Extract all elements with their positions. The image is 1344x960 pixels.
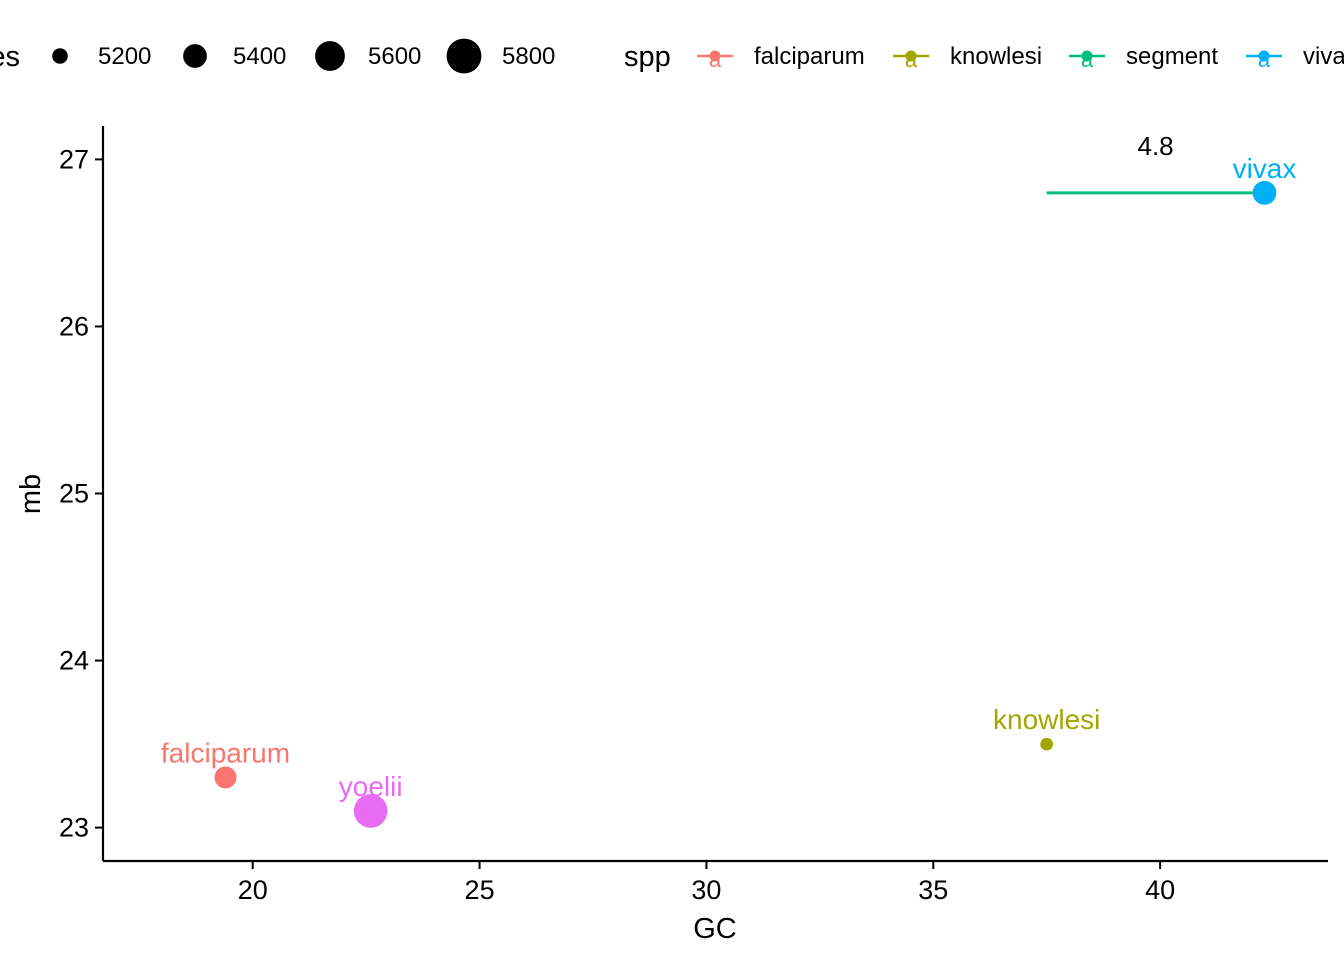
data-point [1252, 180, 1277, 205]
y-tick-label: 24 [59, 646, 89, 676]
color-legend-key-point [905, 50, 917, 62]
color-legend-label: falciparum [754, 43, 865, 70]
size-legend-title: es [0, 41, 20, 73]
color-legend-key-glyph: a [1081, 47, 1094, 72]
point-label: yoelii [339, 771, 403, 802]
point-label: knowlesi [993, 704, 1100, 735]
size-legend: es 5200 5400 5600 5800 [0, 38, 555, 74]
y-tick-label: 23 [59, 813, 89, 843]
axes: GC mb 20 25 30 35 40 23 24 25 26 27 [15, 126, 1328, 945]
data-point [214, 766, 237, 789]
size-legend-label: 5800 [502, 43, 555, 70]
plot-panel: 4.8 falciparum yoelii knowlesi vivax [161, 131, 1296, 828]
color-legend-key-point [1258, 50, 1270, 62]
x-tick-label: 35 [918, 875, 948, 905]
size-legend-label: 5600 [368, 43, 421, 70]
segment-label: 4.8 [1138, 131, 1174, 161]
x-tick-label: 25 [465, 875, 495, 905]
color-legend: spp a falciparum a knowlesi a segment a viva [624, 41, 1344, 73]
color-legend-label: segment [1126, 43, 1218, 70]
data-point [1040, 737, 1054, 751]
y-tick-label: 27 [59, 144, 89, 174]
y-tick-label: 25 [59, 479, 89, 509]
point-label: vivax [1233, 153, 1297, 184]
x-tick-label: 20 [238, 875, 268, 905]
color-legend-key-glyph: a [905, 47, 918, 72]
size-legend-key [446, 38, 482, 74]
color-legend-label: knowlesi [950, 43, 1042, 70]
color-legend-label: viva [1303, 43, 1344, 70]
x-tick-label: 30 [691, 875, 721, 905]
size-legend-label: 5400 [233, 43, 286, 70]
color-legend-title: spp [624, 41, 671, 73]
color-legend-key-glyph: a [709, 47, 722, 72]
size-legend-key [52, 48, 68, 64]
size-legend-key [183, 44, 207, 68]
color-legend-key-point [709, 50, 721, 62]
size-legend-label: 5200 [98, 43, 151, 70]
x-tick-label: 40 [1145, 875, 1175, 905]
size-legend-key [315, 41, 345, 71]
color-legend-key-point [1081, 50, 1093, 62]
point-label: falciparum [161, 737, 290, 768]
color-legend-key-glyph: a [1258, 47, 1271, 72]
x-axis-title: GC [693, 913, 737, 945]
data-point [353, 794, 388, 828]
y-tick-label: 26 [59, 311, 89, 341]
y-axis-title: mb [15, 474, 47, 514]
